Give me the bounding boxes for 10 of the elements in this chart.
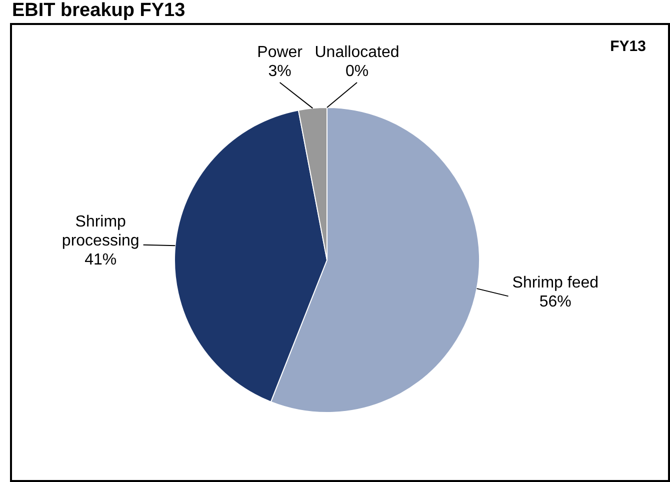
text: FY13	[610, 38, 646, 55]
slice-label: Shrimp feed	[512, 274, 599, 292]
category-label: Unallocated	[314, 44, 400, 61]
text: 0%	[345, 62, 369, 80]
chart-title: EBIT breakup FY13	[12, 0, 186, 22]
slice-label: Shrimp processing	[62, 214, 140, 250]
data-label: 41%	[84, 252, 117, 269]
data-label: 56%	[539, 294, 572, 311]
data-label: 3%	[268, 62, 292, 80]
slice-label: Power	[257, 44, 304, 61]
